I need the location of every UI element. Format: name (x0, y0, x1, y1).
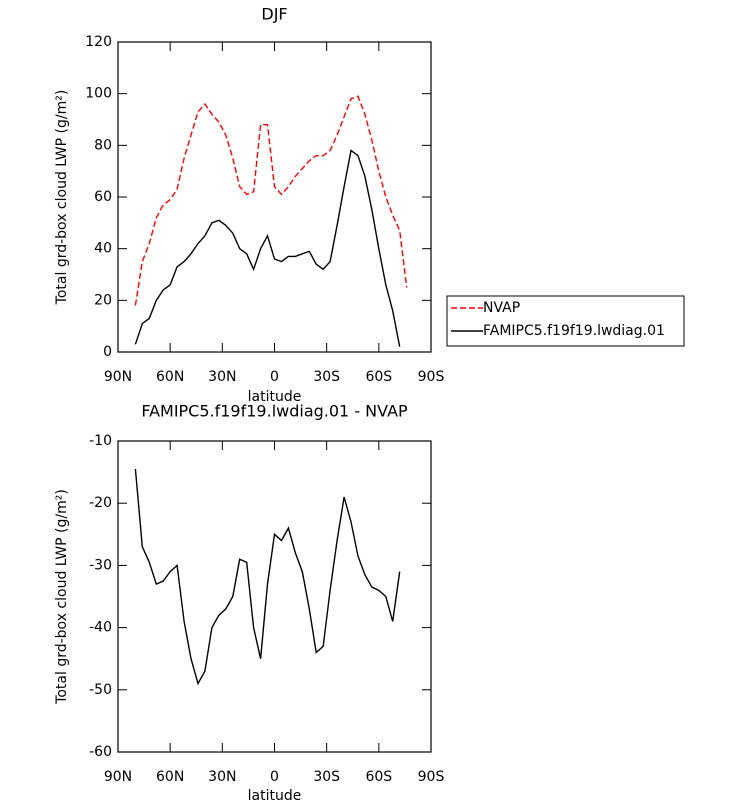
y-tick-label: -60 (89, 744, 112, 760)
x-axis-label: latitude (248, 788, 302, 804)
y-tick-label: 40 (94, 241, 112, 257)
x-tick-label: 60N (156, 769, 184, 785)
x-tick-label: 30N (208, 769, 236, 785)
y-tick-label: 60 (94, 189, 112, 205)
y-tick-label: 20 (94, 292, 112, 308)
y-tick-label: -10 (89, 433, 112, 449)
x-tick-label: 60S (365, 769, 392, 785)
y-axis-label: Total grd-box cloud LWP (g/m²) (54, 489, 70, 705)
chart-title: DJF (261, 5, 287, 24)
y-tick-label: 80 (94, 137, 112, 153)
y-tick-label: -50 (89, 682, 112, 698)
x-tick-label: 0 (270, 369, 279, 385)
x-tick-label: 60N (156, 369, 184, 385)
chart-title: FAMIPC5.f19f19.lwdiag.01 - NVAP (141, 402, 408, 421)
x-tick-label: 30S (313, 369, 340, 385)
y-tick-label: -30 (89, 557, 112, 573)
y-tick-label: -40 (89, 620, 112, 636)
plot-frame (117, 440, 432, 753)
x-tick-label: 90N (104, 769, 132, 785)
legend-label: NVAP (483, 300, 520, 316)
legend-label: FAMIPC5.f19f19.lwdiag.01 (483, 323, 665, 339)
y-tick-label: -20 (89, 495, 112, 511)
x-tick-label: 30N (208, 369, 236, 385)
x-tick-label: 60S (365, 369, 392, 385)
x-tick-label: 90S (418, 369, 445, 385)
y-tick-label: 0 (103, 344, 112, 360)
data-line (134, 149, 401, 347)
y-axis-label: Total grd-box cloud LWP (g/m²) (54, 90, 70, 306)
data-line (134, 468, 401, 686)
x-tick-label: 90N (104, 369, 132, 385)
y-tick-label: 120 (85, 34, 112, 50)
y-tick-label: 100 (85, 86, 112, 102)
legend-box (446, 295, 685, 347)
data-line (134, 95, 408, 306)
x-tick-label: 0 (270, 769, 279, 785)
x-tick-label: 90S (418, 769, 445, 785)
plot-frame (117, 41, 432, 353)
x-axis-label: latitude (248, 389, 302, 405)
x-tick-label: 30S (313, 769, 340, 785)
